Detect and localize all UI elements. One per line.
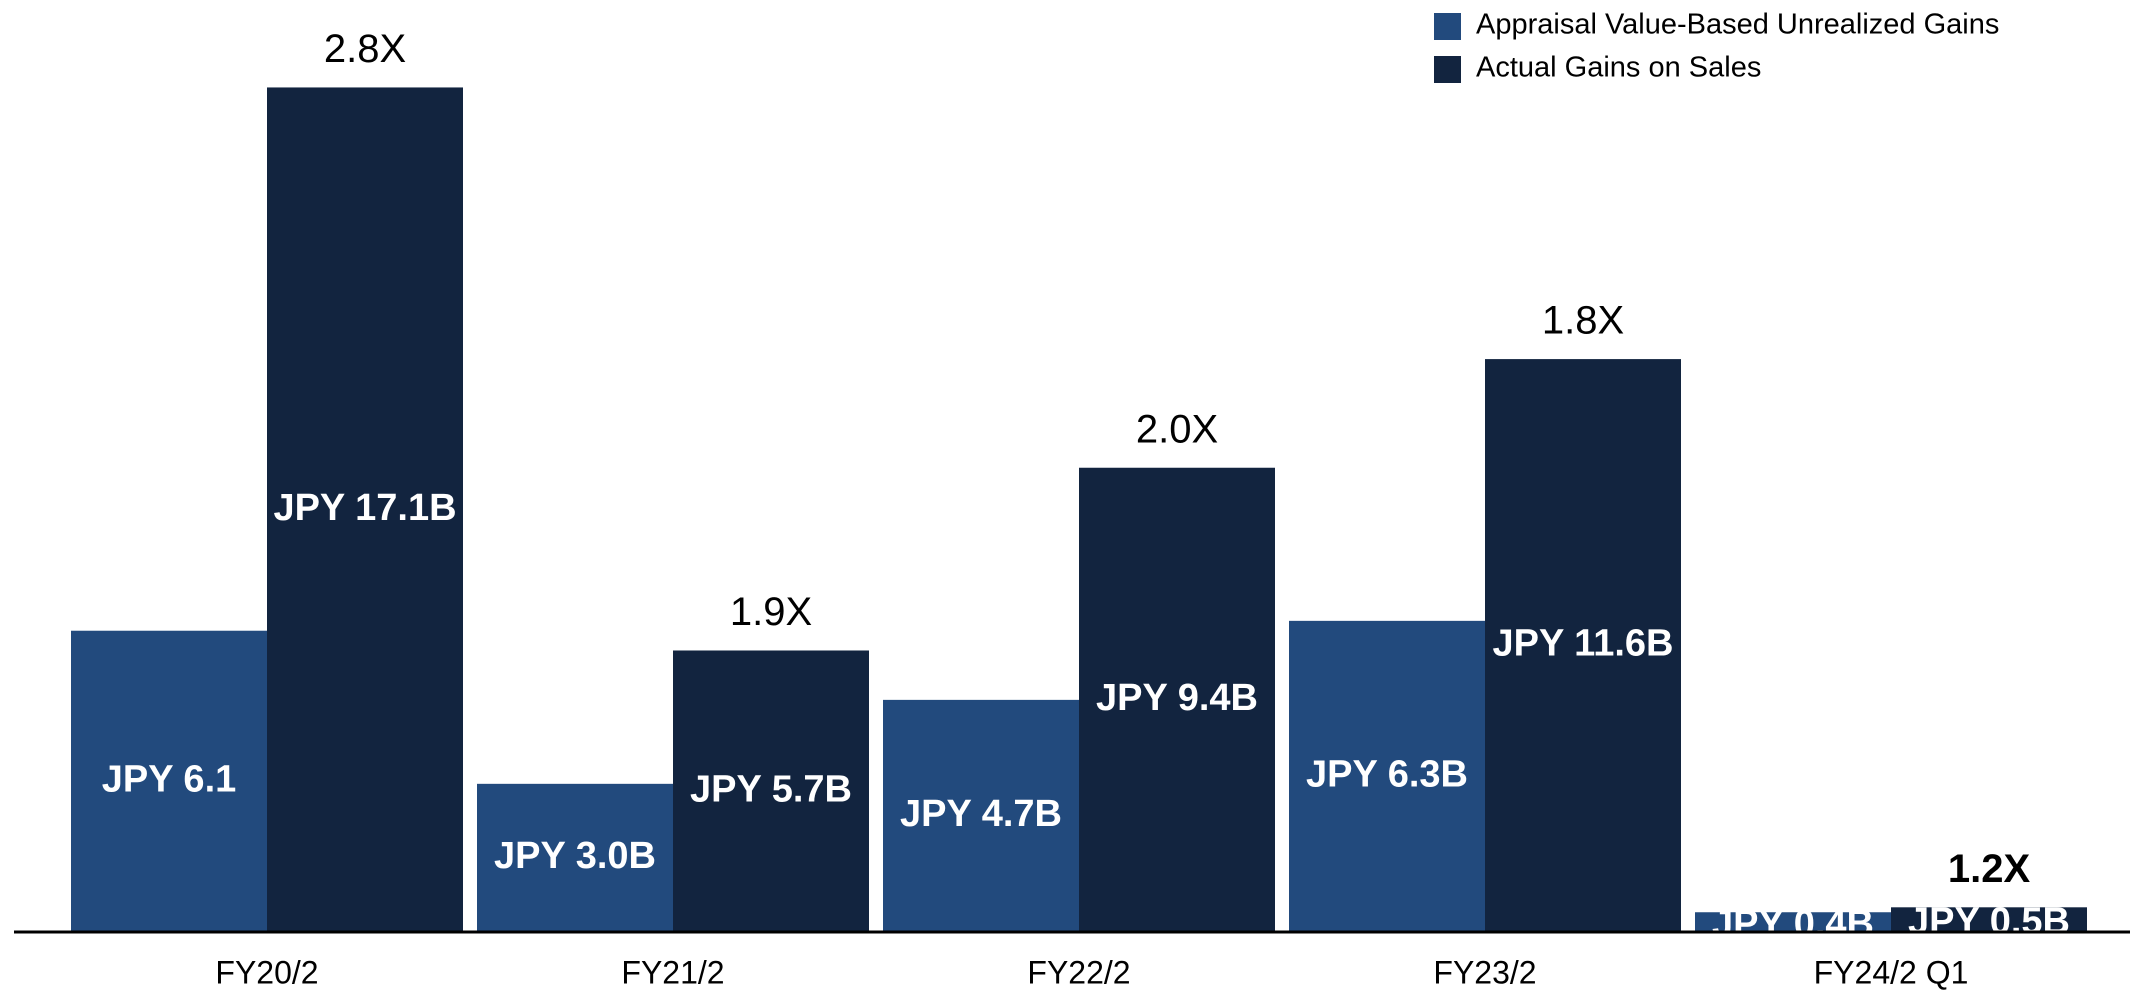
value-label: JPY 4.7B (900, 793, 1062, 835)
value-label: JPY 0.4B (1712, 903, 1874, 945)
x-tick-label: FY23/2 (1433, 954, 1536, 990)
bar (477, 783, 673, 932)
ratio-annotation: 1.9X (730, 590, 812, 634)
bar (1289, 620, 1485, 932)
value-label: JPY 0.5B (1908, 901, 2070, 943)
value-label: JPY 9.4B (1096, 677, 1258, 719)
value-label: JPY 17.1B (273, 487, 456, 529)
value-label: JPY 6.3B (1306, 753, 1468, 795)
bar (673, 650, 869, 932)
bar (1079, 467, 1275, 932)
value-label: JPY 5.7B (690, 768, 852, 810)
bar (1485, 359, 1681, 933)
ratio-annotation: 2.0X (1136, 407, 1218, 451)
legend-label: Appraisal Value-Based Unrealized Gains (1476, 9, 1999, 41)
value-label: JPY 3.0B (494, 835, 656, 877)
legend-label: Actual Gains on Sales (1476, 52, 1761, 84)
x-tick-label: FY24/2 Q1 (1814, 954, 1969, 990)
legend-swatch (1434, 56, 1461, 83)
ratio-annotation: 2.8X (324, 27, 406, 71)
bar (883, 699, 1079, 932)
value-label: JPY 11.6B (1492, 623, 1673, 665)
x-tick-label: FY21/2 (621, 954, 724, 990)
x-tick-label: FY20/2 (215, 954, 318, 990)
legend-swatch (1434, 13, 1461, 40)
bar (71, 630, 267, 932)
bar (1695, 912, 1891, 932)
ratio-annotation: 1.2X (1948, 847, 2031, 891)
bar (1891, 907, 2087, 932)
value-label: JPY 6.1 (102, 758, 237, 800)
bar (267, 87, 463, 932)
ratio-annotation: 1.8X (1542, 299, 1624, 343)
x-tick-label: FY22/2 (1027, 954, 1130, 990)
